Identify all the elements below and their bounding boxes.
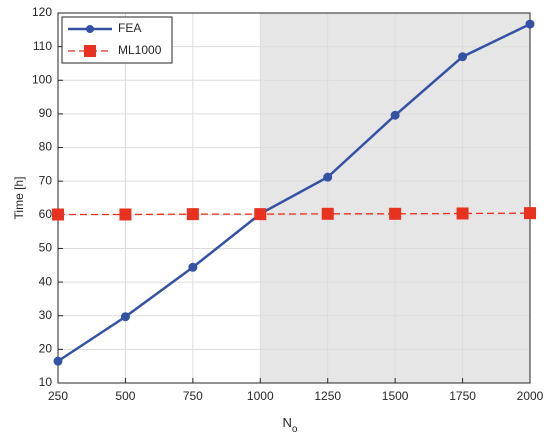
data-point <box>323 172 333 182</box>
data-point <box>390 110 400 120</box>
y-tick-label: 50 <box>39 241 53 255</box>
y-tick-label: 90 <box>39 106 53 120</box>
y-tick-label: 60 <box>39 207 53 221</box>
data-point <box>524 207 536 220</box>
x-tick-label: 2000 <box>517 389 544 403</box>
data-point <box>188 262 198 272</box>
y-tick-label: 110 <box>33 39 52 53</box>
y-axis-label: Time [h] <box>12 177 26 220</box>
data-point <box>53 356 63 366</box>
x-axis-label: No <box>283 415 298 434</box>
data-point <box>456 207 469 220</box>
x-tick-label: 250 <box>48 389 68 403</box>
legend-marker <box>86 25 94 33</box>
legend-marker <box>84 45 96 57</box>
data-point <box>119 208 132 221</box>
y-tick-label: 40 <box>39 274 53 288</box>
series-line <box>58 212 531 216</box>
y-tick-label: 80 <box>39 140 53 154</box>
y-tick-label: 10 <box>39 375 53 389</box>
data-point <box>458 52 468 62</box>
x-tick-label: 1500 <box>382 389 409 403</box>
data-point <box>321 207 334 220</box>
legend-label: FEA <box>118 21 141 35</box>
x-tick-label: 1000 <box>247 389 274 403</box>
y-tick-label: 20 <box>39 342 53 356</box>
y-tick-label: 120 <box>32 5 52 19</box>
x-tick-label: 1250 <box>314 389 341 403</box>
x-tick-label: 500 <box>115 389 135 403</box>
legend-box <box>61 16 173 64</box>
data-point <box>389 207 402 220</box>
data-point <box>52 208 64 221</box>
data-point <box>186 208 199 221</box>
y-tick-label: 100 <box>32 72 52 86</box>
plot-frame <box>57 12 531 384</box>
data-point <box>525 19 535 29</box>
data-point <box>254 208 267 221</box>
x-axis-label-main: N <box>283 415 292 430</box>
y-tick-label: 30 <box>39 308 53 322</box>
x-axis-label-sub: o <box>292 424 298 435</box>
legend-label: ML1000 <box>118 43 162 57</box>
series-line <box>57 22 531 363</box>
data-point <box>120 312 130 322</box>
x-tick-label: 1750 <box>449 389 476 403</box>
x-tick-label: 750 <box>183 389 203 403</box>
y-tick-label: 70 <box>39 173 53 187</box>
